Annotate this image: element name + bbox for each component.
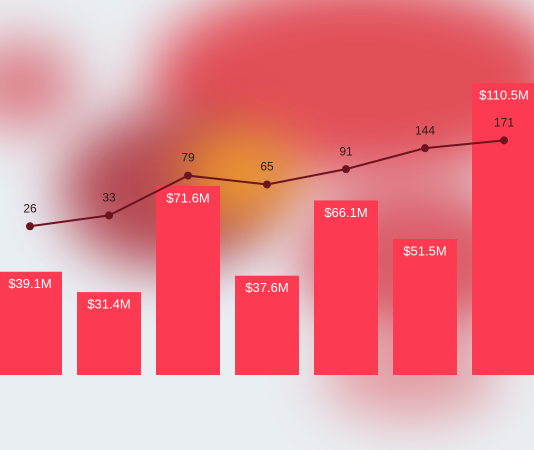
- bar: [77, 292, 141, 375]
- line-value-label: 65: [260, 160, 274, 174]
- line-value-label: 91: [339, 144, 353, 158]
- line-value-label: 171: [494, 115, 514, 129]
- bar-value-label: $110.5M: [479, 88, 529, 103]
- line-point: [421, 144, 429, 153]
- line-value-label: 33: [102, 191, 116, 205]
- bar: [156, 185, 220, 375]
- line-point: [500, 136, 508, 145]
- bar-value-label: $51.5M: [403, 243, 446, 258]
- bar-value-label: $37.6M: [245, 280, 288, 295]
- bar: [472, 83, 534, 376]
- bar: [0, 271, 62, 375]
- line-value-label: 79: [181, 151, 195, 165]
- bar-value-label: $66.1M: [324, 205, 367, 220]
- bar-value-label: $31.4M: [87, 297, 130, 312]
- line-point: [342, 165, 350, 174]
- bar-value-label: $39.1M: [8, 276, 51, 291]
- line-point: [184, 171, 192, 180]
- bar: [314, 200, 378, 375]
- line-point: [26, 222, 34, 231]
- bar: [235, 275, 299, 375]
- line-point: [263, 180, 271, 189]
- line-value-label: 144: [415, 123, 435, 137]
- bar-value-label: $71.6M: [166, 190, 209, 205]
- line-value-label: 26: [23, 201, 37, 215]
- bar: [393, 238, 457, 375]
- line-point: [105, 211, 113, 220]
